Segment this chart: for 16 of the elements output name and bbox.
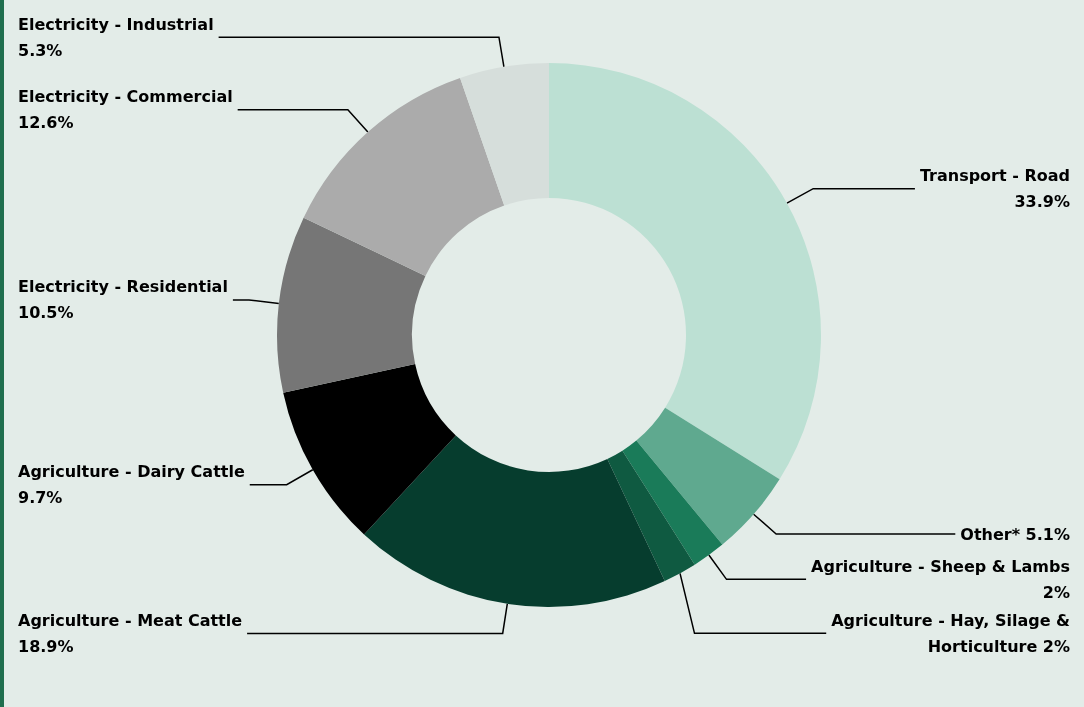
slice-label: Agriculture - Dairy Cattle [18, 462, 245, 482]
slice-label: Transport - Road [919, 166, 1070, 186]
slice-label: Agriculture - Hay, Silage & Horticulture 2% [831, 610, 1071, 656]
slice-label: Electricity - Residential [18, 277, 228, 297]
slice-label: Agriculture - Meat Cattle [18, 610, 243, 630]
slice-label: Other* 5.1% [960, 524, 1070, 544]
slice-label: Electricity - Commercial [18, 87, 233, 107]
data-label: 9.7% [18, 488, 63, 508]
slice-label: Agriculture - Sheep & Lambs [811, 556, 1070, 576]
data-label: 10.5% [18, 303, 74, 323]
data-label: 2% [1042, 582, 1070, 602]
data-label: 18.9% [18, 636, 74, 656]
slice-label: Electricity - Industrial [18, 14, 214, 34]
data-label: 12.6% [18, 113, 74, 133]
data-label: 33.9% [1014, 192, 1070, 212]
data-label: 5.3% [18, 40, 63, 60]
